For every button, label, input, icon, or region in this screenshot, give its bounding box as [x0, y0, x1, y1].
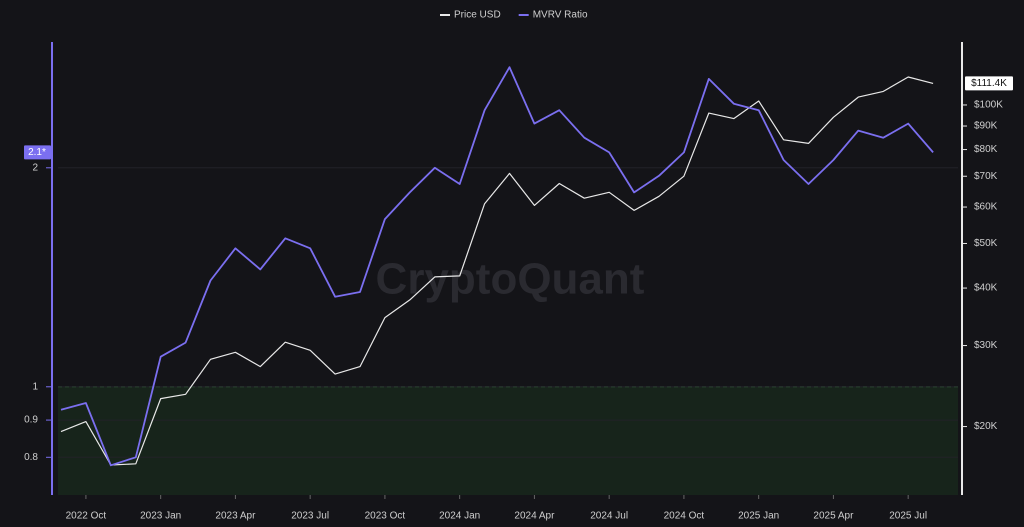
- y2-tick-label: $100K: [974, 100, 1003, 111]
- series-line: [60, 76, 934, 466]
- x-tick-label: 2024 Apr: [514, 511, 555, 522]
- y2-tick-label: $70K: [974, 171, 998, 182]
- x-tick-label: 2023 Jul: [291, 511, 329, 522]
- x-tick-label: 2025 Jan: [738, 511, 779, 522]
- x-tick-label: 2024 Oct: [664, 511, 705, 522]
- x-tick-label: 2025 Apr: [813, 511, 854, 522]
- price-badge-label: $111.4K: [971, 78, 1007, 89]
- y-tick-label: 1: [32, 381, 38, 392]
- x-tick-label: 2023 Oct: [365, 511, 406, 522]
- y2-tick-label: $60K: [974, 202, 998, 213]
- price-badge: [965, 76, 1013, 91]
- y2-tick-label: $20K: [974, 421, 998, 432]
- mvrv-badge-label: 2.1*: [28, 147, 46, 158]
- y2-tick-label: $80K: [974, 144, 998, 155]
- x-tick-label: 2025 Jul: [889, 511, 927, 522]
- series-line: [60, 66, 934, 467]
- y2-tick-label: $90K: [974, 121, 998, 132]
- x-tick-label: 2023 Jan: [140, 511, 181, 522]
- legend-label: Price USD: [454, 10, 501, 21]
- y2-tick-label: $40K: [974, 283, 998, 294]
- x-tick-label: 2024 Jul: [590, 511, 628, 522]
- watermark: CryptoQuant: [376, 255, 645, 304]
- y-tick-label: 2: [32, 162, 38, 173]
- x-tick-label: 2024 Jan: [439, 511, 480, 522]
- y-tick-label: 0.8: [24, 452, 38, 463]
- reference-zone: [58, 386, 958, 495]
- legend-label: MVRV Ratio: [533, 10, 588, 21]
- x-tick-label: 2023 Apr: [215, 511, 256, 522]
- mvrv-badge: [24, 145, 51, 160]
- y-tick-label: 0.9: [24, 415, 38, 426]
- y2-tick-label: $30K: [974, 340, 998, 351]
- x-tick-label: 2022 Oct: [66, 511, 107, 522]
- y2-tick-label: $50K: [974, 238, 998, 249]
